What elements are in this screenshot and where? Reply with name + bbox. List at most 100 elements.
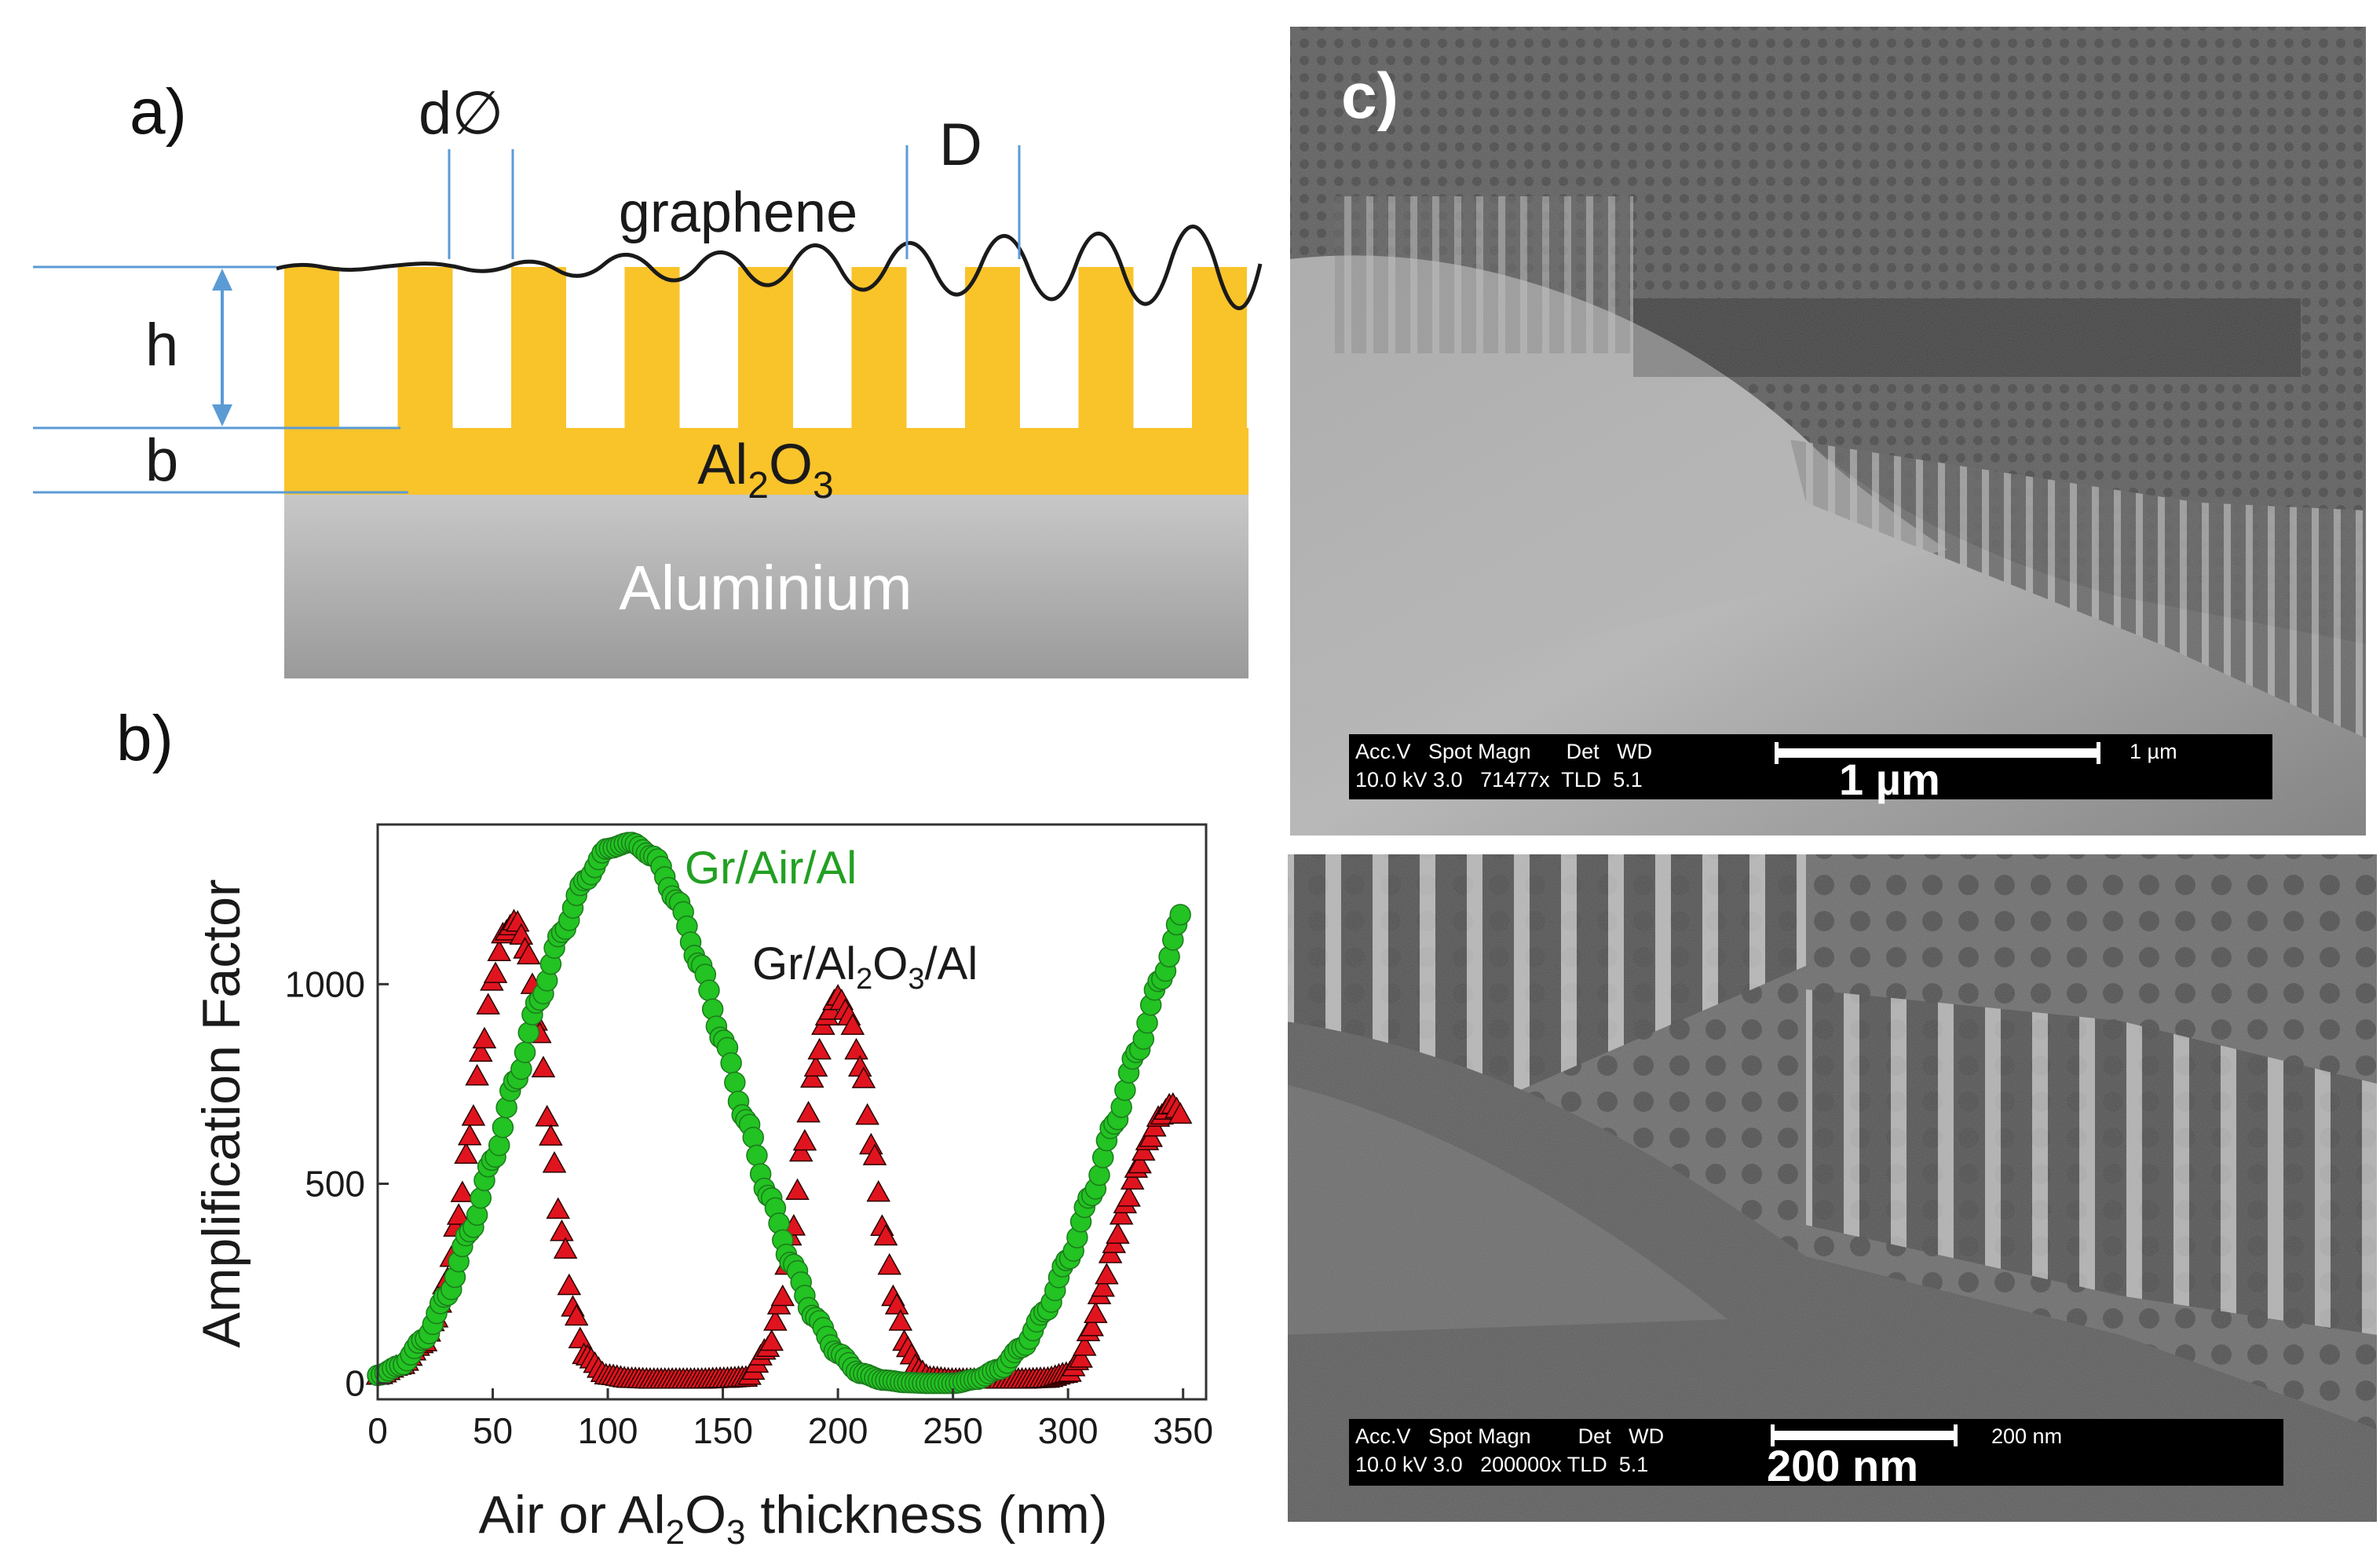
sem-top-scale-right-tick <box>2097 742 2100 764</box>
sem-image-bottom <box>1288 854 2377 1522</box>
alumina-pillar <box>965 267 1020 430</box>
series-gr-al2o3-al <box>365 909 1193 1389</box>
pore-diameter-label: d∅ <box>419 80 503 147</box>
schematic-panel: a) Aluminium Al2O3 h b d∅ D graphene <box>33 76 1263 678</box>
panel-label-c: c) <box>1341 60 1398 132</box>
sem-bottom-scale-left-tick <box>1771 1424 1775 1446</box>
data-point-gr-al2o3-al <box>487 939 512 961</box>
data-point-gr-al2o3-al <box>1117 1185 1141 1207</box>
alumina-label: Al2O3 <box>697 433 833 506</box>
data-point-gr-al2o3-al <box>1080 1315 1104 1336</box>
data-point-gr-air-al <box>746 1144 768 1167</box>
data-point-gr-al2o3-al <box>1109 1202 1134 1225</box>
sem-databar-bottom <box>1349 1419 2283 1486</box>
data-point-gr-al2o3-al <box>1128 1151 1152 1174</box>
data-point-gr-air-al <box>1088 1164 1110 1187</box>
graphene-sheet <box>276 225 1263 310</box>
x-tick-label: 300 <box>1038 1410 1099 1451</box>
sem-top-scale-left-tick <box>1775 742 1779 764</box>
data-point-gr-air-al <box>488 1134 510 1157</box>
legend-gr-air-al: Gr/Air/Al <box>685 843 857 894</box>
alumina-pillar <box>1078 267 1134 430</box>
sem-top-header: Acc.V Spot Magn Det WD <box>1355 740 1652 763</box>
data-point-gr-air-al <box>1136 1011 1158 1034</box>
x-tick-label: 150 <box>693 1410 753 1451</box>
alumina-pillar <box>851 267 907 430</box>
sem-bottom-values: 10.0 kV 3.0 200000x TLD 5.1 <box>1355 1453 1648 1476</box>
panel-label-b: b) <box>116 703 174 774</box>
data-point-gr-al2o3-al <box>788 1139 813 1162</box>
data-point-gr-al2o3-al <box>785 1178 810 1201</box>
y-axis-label: Amplification Factor <box>192 879 251 1347</box>
y-tick-label: 500 <box>305 1164 365 1205</box>
x-axis-ticks: 0 50 100 150 200 250 300 350 <box>367 1388 1213 1451</box>
data-point-gr-al2o3-al <box>539 1124 563 1146</box>
data-point-gr-al2o3-al <box>1106 1222 1130 1244</box>
y-tick-label: 1000 <box>285 963 365 1004</box>
data-point-gr-al2o3-al <box>1120 1168 1145 1190</box>
alumina-pillar <box>1192 267 1247 430</box>
data-point-gr-al2o3-al <box>542 1150 567 1173</box>
x-tick-label: 250 <box>923 1410 983 1451</box>
data-point-gr-al2o3-al <box>770 1284 795 1307</box>
alumina-pillar <box>284 267 339 430</box>
alumina-pillar <box>738 267 793 430</box>
data-point-gr-air-al <box>514 1041 536 1063</box>
height-arrow-top <box>212 269 232 291</box>
data-point-gr-air-al <box>698 979 720 1002</box>
sem-top-scale-big: 1 µm <box>1839 755 1940 804</box>
data-point-gr-al2o3-al <box>759 1329 784 1351</box>
data-point-gr-al2o3-al <box>535 1104 559 1127</box>
aluminium-substrate <box>284 493 1248 678</box>
x-tick-label: 0 <box>367 1410 388 1451</box>
data-point-gr-al2o3-al <box>454 1142 478 1165</box>
data-point-gr-al2o3-al <box>844 1037 868 1060</box>
sem-bottom-scale-bar <box>1771 1431 1955 1440</box>
sem-top-scale-small: 1 µm <box>2130 740 2177 763</box>
sem-bottom-scale-right-tick <box>1954 1424 1958 1446</box>
data-point-gr-al2o3-al <box>873 1223 898 1246</box>
data-point-gr-al2o3-al <box>1095 1263 1119 1285</box>
data-point-gr-al2o3-al <box>516 942 541 965</box>
alumina-pillar <box>511 267 566 430</box>
alumina-pillar <box>624 267 680 430</box>
y-tick-label: 0 <box>345 1363 365 1404</box>
y-axis-ticks: 0 500 1000 <box>285 963 389 1404</box>
data-point-gr-air-al <box>742 1126 765 1149</box>
data-point-gr-al2o3-al <box>446 1203 471 1225</box>
data-point-gr-al2o3-al <box>840 1013 865 1035</box>
data-point-gr-air-al <box>1169 904 1191 926</box>
height-label: h <box>145 312 178 378</box>
data-point-gr-air-al <box>492 1116 514 1139</box>
data-point-gr-al2o3-al <box>557 1273 582 1296</box>
data-point-gr-al2o3-al <box>1069 1346 1093 1368</box>
data-point-gr-al2o3-al <box>472 1026 497 1049</box>
x-tick-label: 200 <box>808 1410 868 1451</box>
data-point-gr-al2o3-al <box>568 1326 593 1348</box>
aluminium-label: Aluminium <box>619 553 912 623</box>
data-point-gr-al2o3-al <box>476 993 500 1015</box>
data-point-gr-al2o3-al <box>803 1055 828 1077</box>
data-point-gr-al2o3-al <box>888 1309 913 1331</box>
plot-area <box>365 832 1193 1395</box>
data-point-gr-al2o3-al <box>800 1066 824 1088</box>
data-point-gr-al2o3-al <box>1168 1102 1193 1124</box>
data-point-gr-al2o3-al <box>465 1063 489 1086</box>
data-point-gr-al2o3-al <box>862 1143 887 1165</box>
data-point-gr-al2o3-al <box>1072 1334 1097 1356</box>
alumina-barrier-layer <box>284 428 1248 495</box>
sem-top-scale-bar <box>1775 748 2100 758</box>
height-arrow-bottom <box>212 404 232 426</box>
data-point-gr-al2o3-al <box>851 1066 876 1088</box>
data-point-gr-al2o3-al <box>461 1104 486 1126</box>
data-point-gr-al2o3-al <box>1091 1274 1115 1297</box>
data-point-gr-al2o3-al <box>483 961 508 983</box>
data-point-gr-al2o3-al <box>792 1128 817 1151</box>
plot-frame <box>376 823 1208 1401</box>
data-point-gr-al2o3-al <box>553 1237 578 1259</box>
series-gr-air-al <box>367 832 1191 1395</box>
data-point-gr-air-al <box>517 1022 539 1044</box>
x-tick-label: 350 <box>1153 1410 1213 1451</box>
alumina-pillar <box>397 267 453 430</box>
x-tick-label: 50 <box>473 1410 513 1451</box>
